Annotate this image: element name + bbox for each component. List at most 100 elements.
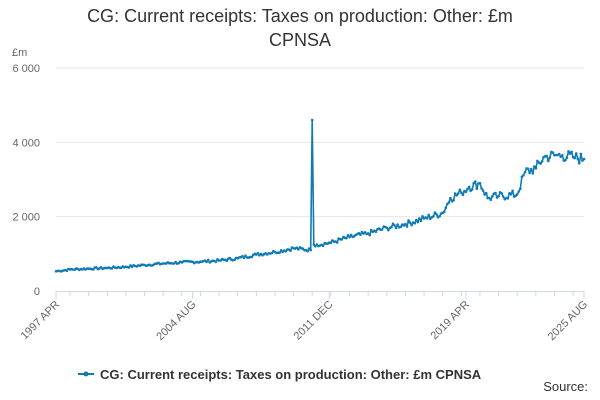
data-point <box>413 222 417 225</box>
grid-layer <box>56 67 584 218</box>
data-point <box>460 191 463 194</box>
data-point <box>511 189 514 193</box>
data-point <box>444 206 448 209</box>
data-point <box>289 249 292 252</box>
data-point <box>309 248 313 252</box>
data-point <box>307 247 311 250</box>
data-point <box>447 201 451 204</box>
data-point <box>127 266 131 269</box>
legend-marker <box>83 371 89 377</box>
data-point <box>500 192 504 195</box>
data-point <box>494 191 497 195</box>
data-point <box>363 231 367 234</box>
data-point <box>284 250 288 253</box>
data-point <box>418 217 421 220</box>
data-point <box>576 157 580 160</box>
data-point <box>461 193 465 197</box>
data-point <box>374 230 378 233</box>
data-point <box>348 235 351 239</box>
data-point <box>582 157 586 161</box>
source-label: Source: <box>543 379 588 394</box>
data-point <box>453 192 457 195</box>
data-point <box>528 171 531 175</box>
data-point <box>368 233 372 237</box>
data-point <box>394 226 398 230</box>
data-point <box>433 211 437 214</box>
y-tick-label: 6 000 <box>12 63 40 75</box>
data-point <box>539 162 542 165</box>
data-point <box>579 152 583 156</box>
data-point <box>278 251 281 255</box>
legend-label: CG: Current receipts: Taxes on productio… <box>100 367 482 382</box>
data-point <box>310 118 314 122</box>
data-point <box>297 248 300 251</box>
data-point <box>478 181 482 185</box>
x-tick-label: 2025 AUG <box>546 299 590 343</box>
data-point <box>570 150 573 154</box>
data-point <box>404 222 407 226</box>
data-point <box>573 156 576 160</box>
data-point <box>466 187 469 191</box>
data-point <box>366 232 370 235</box>
data-point <box>574 152 578 155</box>
data-point <box>233 258 236 262</box>
data-point <box>456 192 460 195</box>
data-point <box>349 233 353 237</box>
data-point <box>438 214 441 218</box>
y-axis-label: £m <box>12 47 27 59</box>
data-point <box>340 238 344 241</box>
chart-title-line-2: CPNSA <box>268 30 331 50</box>
x-tick-label: 1997 APR <box>19 299 63 343</box>
data-point <box>396 223 399 226</box>
data-point <box>531 172 535 175</box>
data-point <box>548 156 552 159</box>
data-point <box>442 210 446 214</box>
data-point <box>464 190 468 193</box>
data-point <box>408 221 412 224</box>
data-point <box>345 236 348 240</box>
data-point <box>256 251 260 255</box>
data-point <box>425 217 429 220</box>
data-point <box>497 194 500 198</box>
data-point <box>455 194 459 197</box>
data-point <box>110 267 114 270</box>
data-point <box>427 213 431 217</box>
data-point <box>534 167 538 170</box>
data-point <box>452 198 455 202</box>
data-point <box>540 160 544 163</box>
x-tick-label: 2011 DEC <box>292 299 336 343</box>
data-point <box>415 218 418 222</box>
data-point <box>529 167 533 171</box>
data-point <box>306 250 309 253</box>
data-point <box>380 228 384 231</box>
data-point <box>329 241 333 244</box>
data-point <box>475 187 479 191</box>
data-point <box>390 225 393 229</box>
data-point <box>432 215 435 218</box>
data-point <box>228 256 232 260</box>
data-point <box>533 165 536 168</box>
data-point <box>536 159 539 163</box>
data-point <box>250 255 253 259</box>
data-point <box>405 225 409 228</box>
data-point <box>545 154 548 158</box>
data-point <box>270 251 274 255</box>
data-point <box>470 188 474 191</box>
data-point <box>301 247 305 250</box>
data-point <box>416 220 420 224</box>
data-point <box>369 228 373 232</box>
data-point <box>419 219 423 222</box>
data-point <box>467 185 471 189</box>
x-tick-label: 2019 APR <box>429 299 473 343</box>
data-point <box>567 150 570 153</box>
data-point <box>393 224 396 227</box>
data-point <box>578 161 581 165</box>
data-point <box>568 152 572 155</box>
data-point <box>95 266 98 269</box>
data-point <box>244 254 247 257</box>
data-point <box>472 181 476 185</box>
x-tick-label: 2004 AUG <box>154 299 198 343</box>
data-point <box>335 241 339 244</box>
